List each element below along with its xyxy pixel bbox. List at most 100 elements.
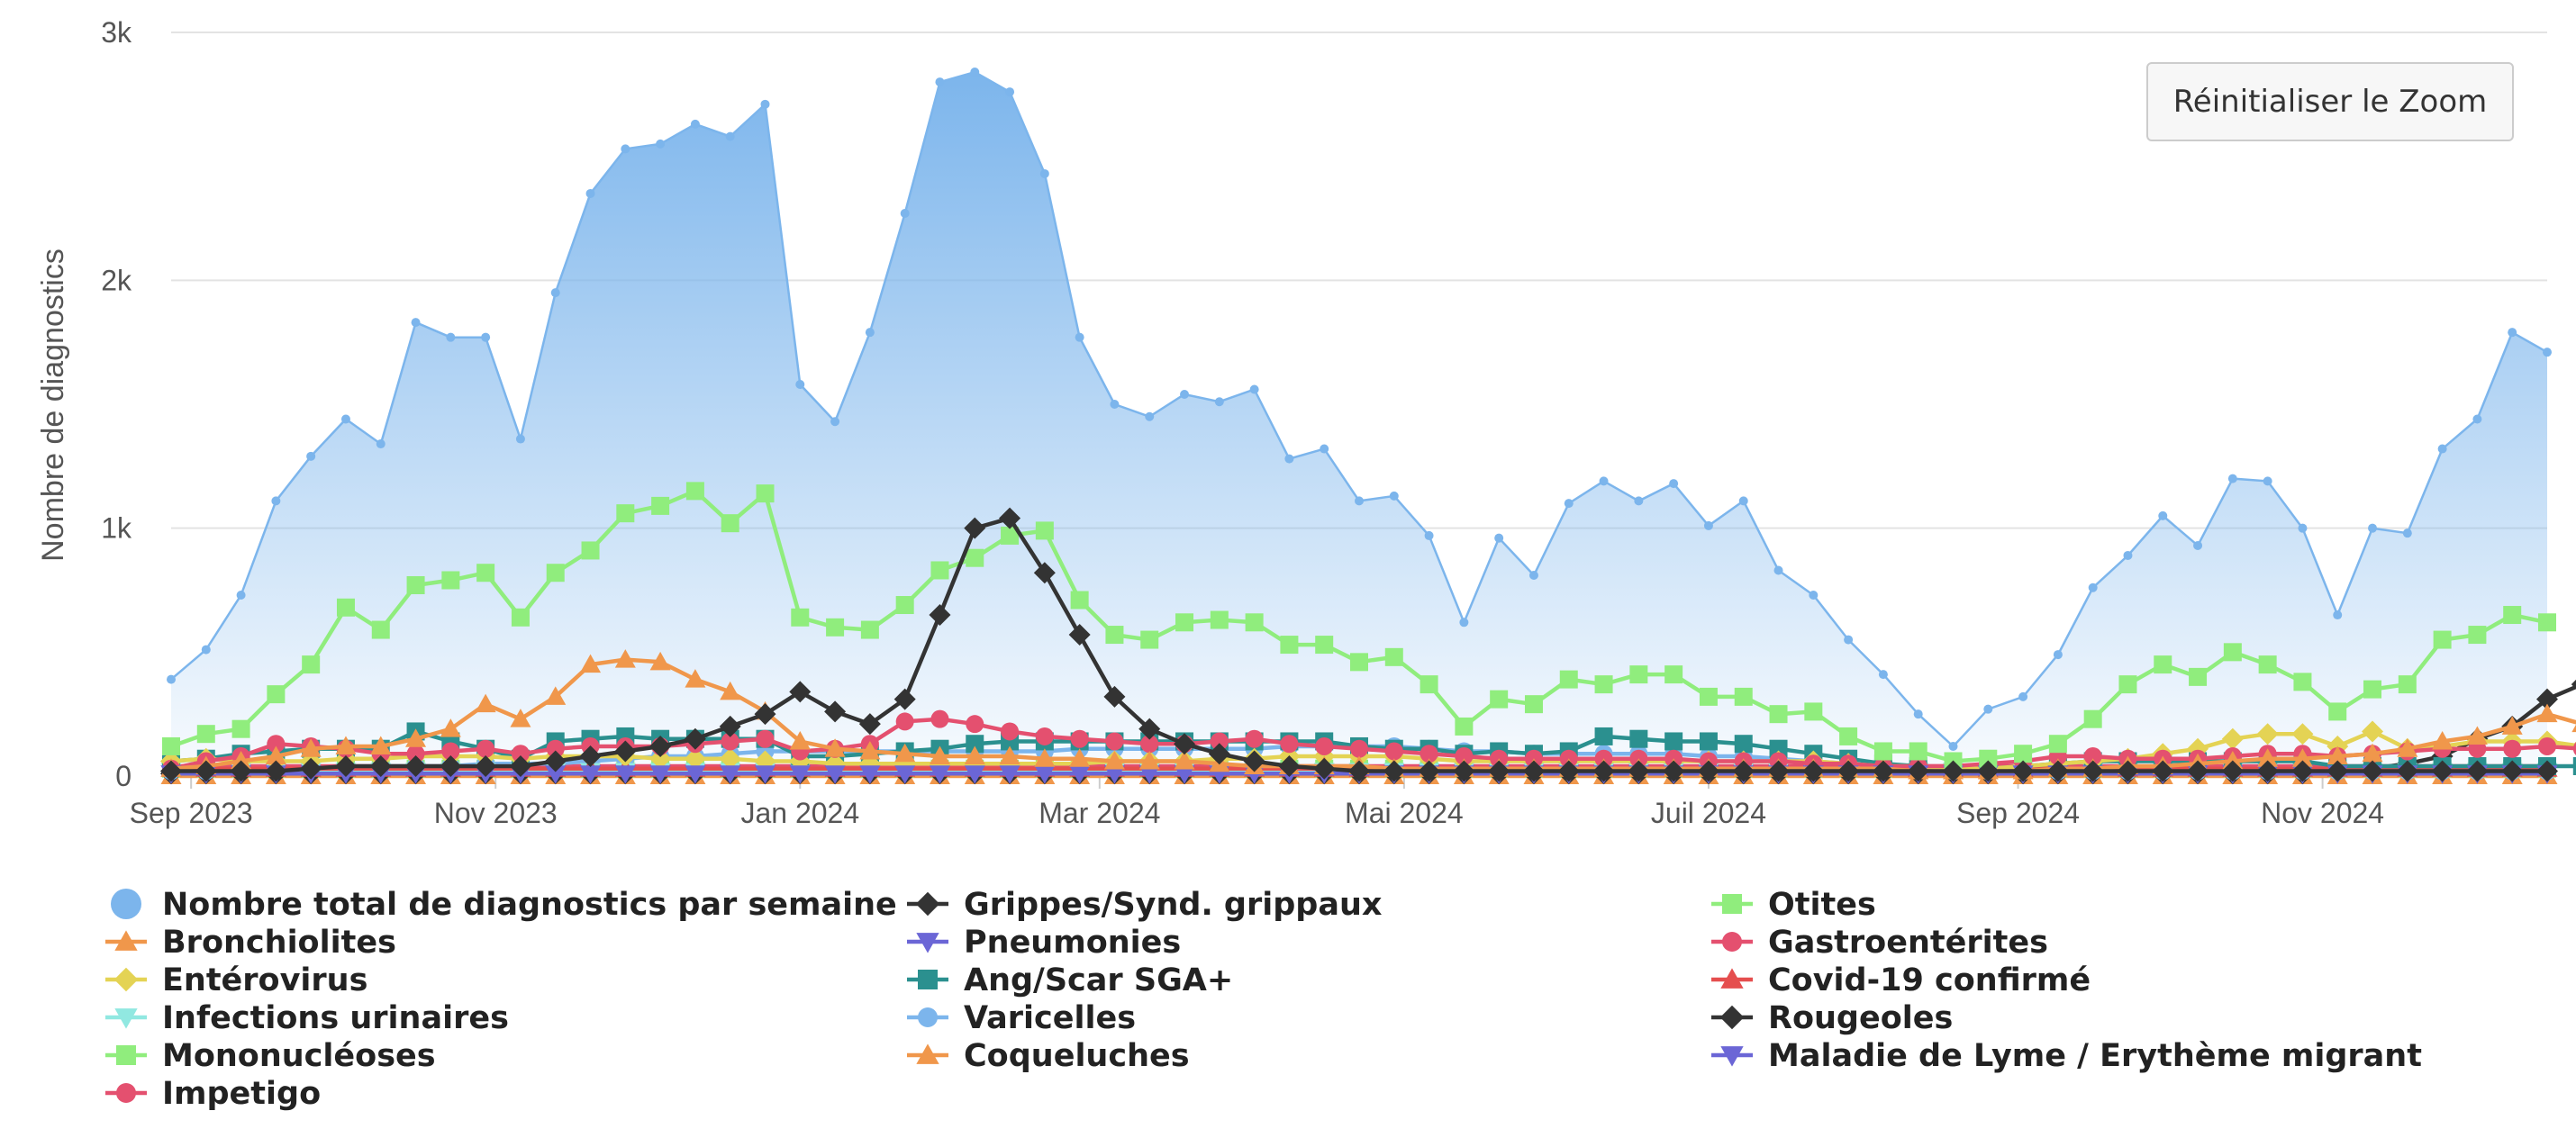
legend-label: Impetigo [162, 1076, 321, 1112]
x-tick-label: Sep 2024 [1956, 797, 2080, 829]
data-point [2398, 675, 2417, 694]
data-point [824, 700, 847, 723]
data-point [1455, 746, 1474, 765]
data-point [1732, 760, 1755, 782]
legend-item[interactable]: Covid-19 confirmé [1711, 962, 2091, 998]
data-point [371, 620, 390, 639]
data-point [1488, 760, 1510, 782]
data-point [895, 712, 914, 731]
data-point [929, 745, 950, 764]
data-point [1594, 727, 1613, 745]
y-axis-title: Nombre de diagnostics [36, 248, 70, 562]
data-point [1594, 675, 1613, 694]
legend-item[interactable]: Otites [1711, 887, 1876, 923]
data-point [2118, 675, 2137, 694]
legend-item[interactable]: Pneumonies [907, 925, 1181, 961]
data-point [2468, 626, 2487, 645]
data-point [1564, 499, 1574, 509]
data-point [1913, 709, 1923, 719]
data-point [2298, 523, 2308, 533]
data-point [1138, 750, 1160, 770]
legend-item[interactable]: Gastroentérites [1711, 925, 2048, 961]
legend-symbol [918, 970, 938, 989]
data-point [1174, 765, 1195, 784]
data-point [1738, 496, 1748, 506]
data-point [1837, 760, 1860, 782]
data-point [1769, 739, 1788, 758]
y-tick-label: 3k [101, 16, 132, 49]
data-point [2048, 735, 2067, 754]
data-point [231, 719, 250, 738]
data-point [201, 645, 211, 655]
data-point [1320, 444, 1329, 454]
data-point [2083, 746, 2102, 765]
legend-label: Entérovirus [162, 962, 367, 998]
legend-label: Varicelles [964, 1000, 1136, 1036]
data-point [929, 604, 951, 627]
data-point [446, 332, 456, 342]
legend-symbol [916, 1043, 939, 1064]
legend-item[interactable]: Mononucléoses [105, 1038, 436, 1074]
data-point [2433, 630, 2452, 649]
data-point [791, 608, 810, 627]
data-point [2536, 688, 2558, 710]
data-point [900, 208, 910, 218]
data-point [719, 715, 741, 737]
data-point [2538, 613, 2556, 632]
data-point [441, 571, 460, 590]
data-point [1350, 653, 1368, 672]
data-point [2363, 680, 2382, 699]
data-point [440, 718, 461, 737]
data-point [1145, 411, 1155, 421]
data-point [1459, 618, 1469, 628]
series-area-fill [171, 72, 2547, 777]
legend-item[interactable]: Ang/Scar SGA+ [907, 962, 1233, 998]
data-point [1384, 647, 1403, 666]
data-point [1035, 727, 1054, 745]
legend-symbol [116, 1045, 136, 1065]
data-point [2189, 667, 2208, 686]
series-1 [160, 507, 2558, 782]
data-point [1559, 670, 1578, 689]
data-point [510, 709, 531, 727]
legend-item[interactable]: Varicelles [907, 1000, 1136, 1036]
legend-item[interactable]: Maladie de Lyme / Erythème migrant [1711, 1038, 2422, 1074]
legend-item[interactable]: Entérovirus [105, 962, 367, 998]
data-point [476, 564, 495, 583]
data-point [755, 765, 776, 784]
data-point [515, 434, 525, 444]
legend-symbol [1720, 1046, 1744, 1067]
data-point [1977, 760, 2000, 782]
data-point [265, 760, 287, 782]
data-point [585, 188, 595, 198]
y-tick-label: 2k [101, 264, 132, 296]
data-point [2012, 760, 2035, 782]
legend-item[interactable]: Impetigo [105, 1076, 321, 1112]
data-point [2193, 540, 2203, 550]
reset-zoom-button[interactable]: Réinitialiser le Zoom [2146, 62, 2514, 141]
legend-item[interactable]: Nombre total de diagnostics par semaine [111, 887, 897, 923]
data-point [2397, 738, 2418, 757]
legend-item[interactable]: Bronchiolites [105, 925, 396, 961]
data-point [2256, 760, 2279, 782]
data-point [1424, 530, 1434, 540]
legend-item[interactable]: Coqueluches [907, 1038, 1190, 1074]
data-point [1315, 636, 1334, 655]
x-tick-label: Jan 2024 [740, 797, 859, 829]
legend-item[interactable]: Infections urinaires [105, 1000, 509, 1036]
data-point [236, 591, 246, 601]
data-point [1420, 675, 1438, 694]
legend-symbol [1722, 932, 1742, 952]
data-point [2538, 736, 2556, 755]
data-point [550, 288, 560, 298]
legend-item[interactable]: Grippes/Synd. grippaux [907, 887, 1383, 923]
data-point [300, 757, 322, 780]
data-point [1280, 636, 1299, 655]
data-point [1873, 742, 1892, 761]
legend-item[interactable]: Rougeoles [1711, 1000, 1953, 1036]
data-point [1033, 562, 1056, 584]
data-point [756, 729, 775, 748]
data-point [859, 740, 881, 760]
data-point [789, 730, 811, 750]
data-point [1035, 521, 1054, 540]
